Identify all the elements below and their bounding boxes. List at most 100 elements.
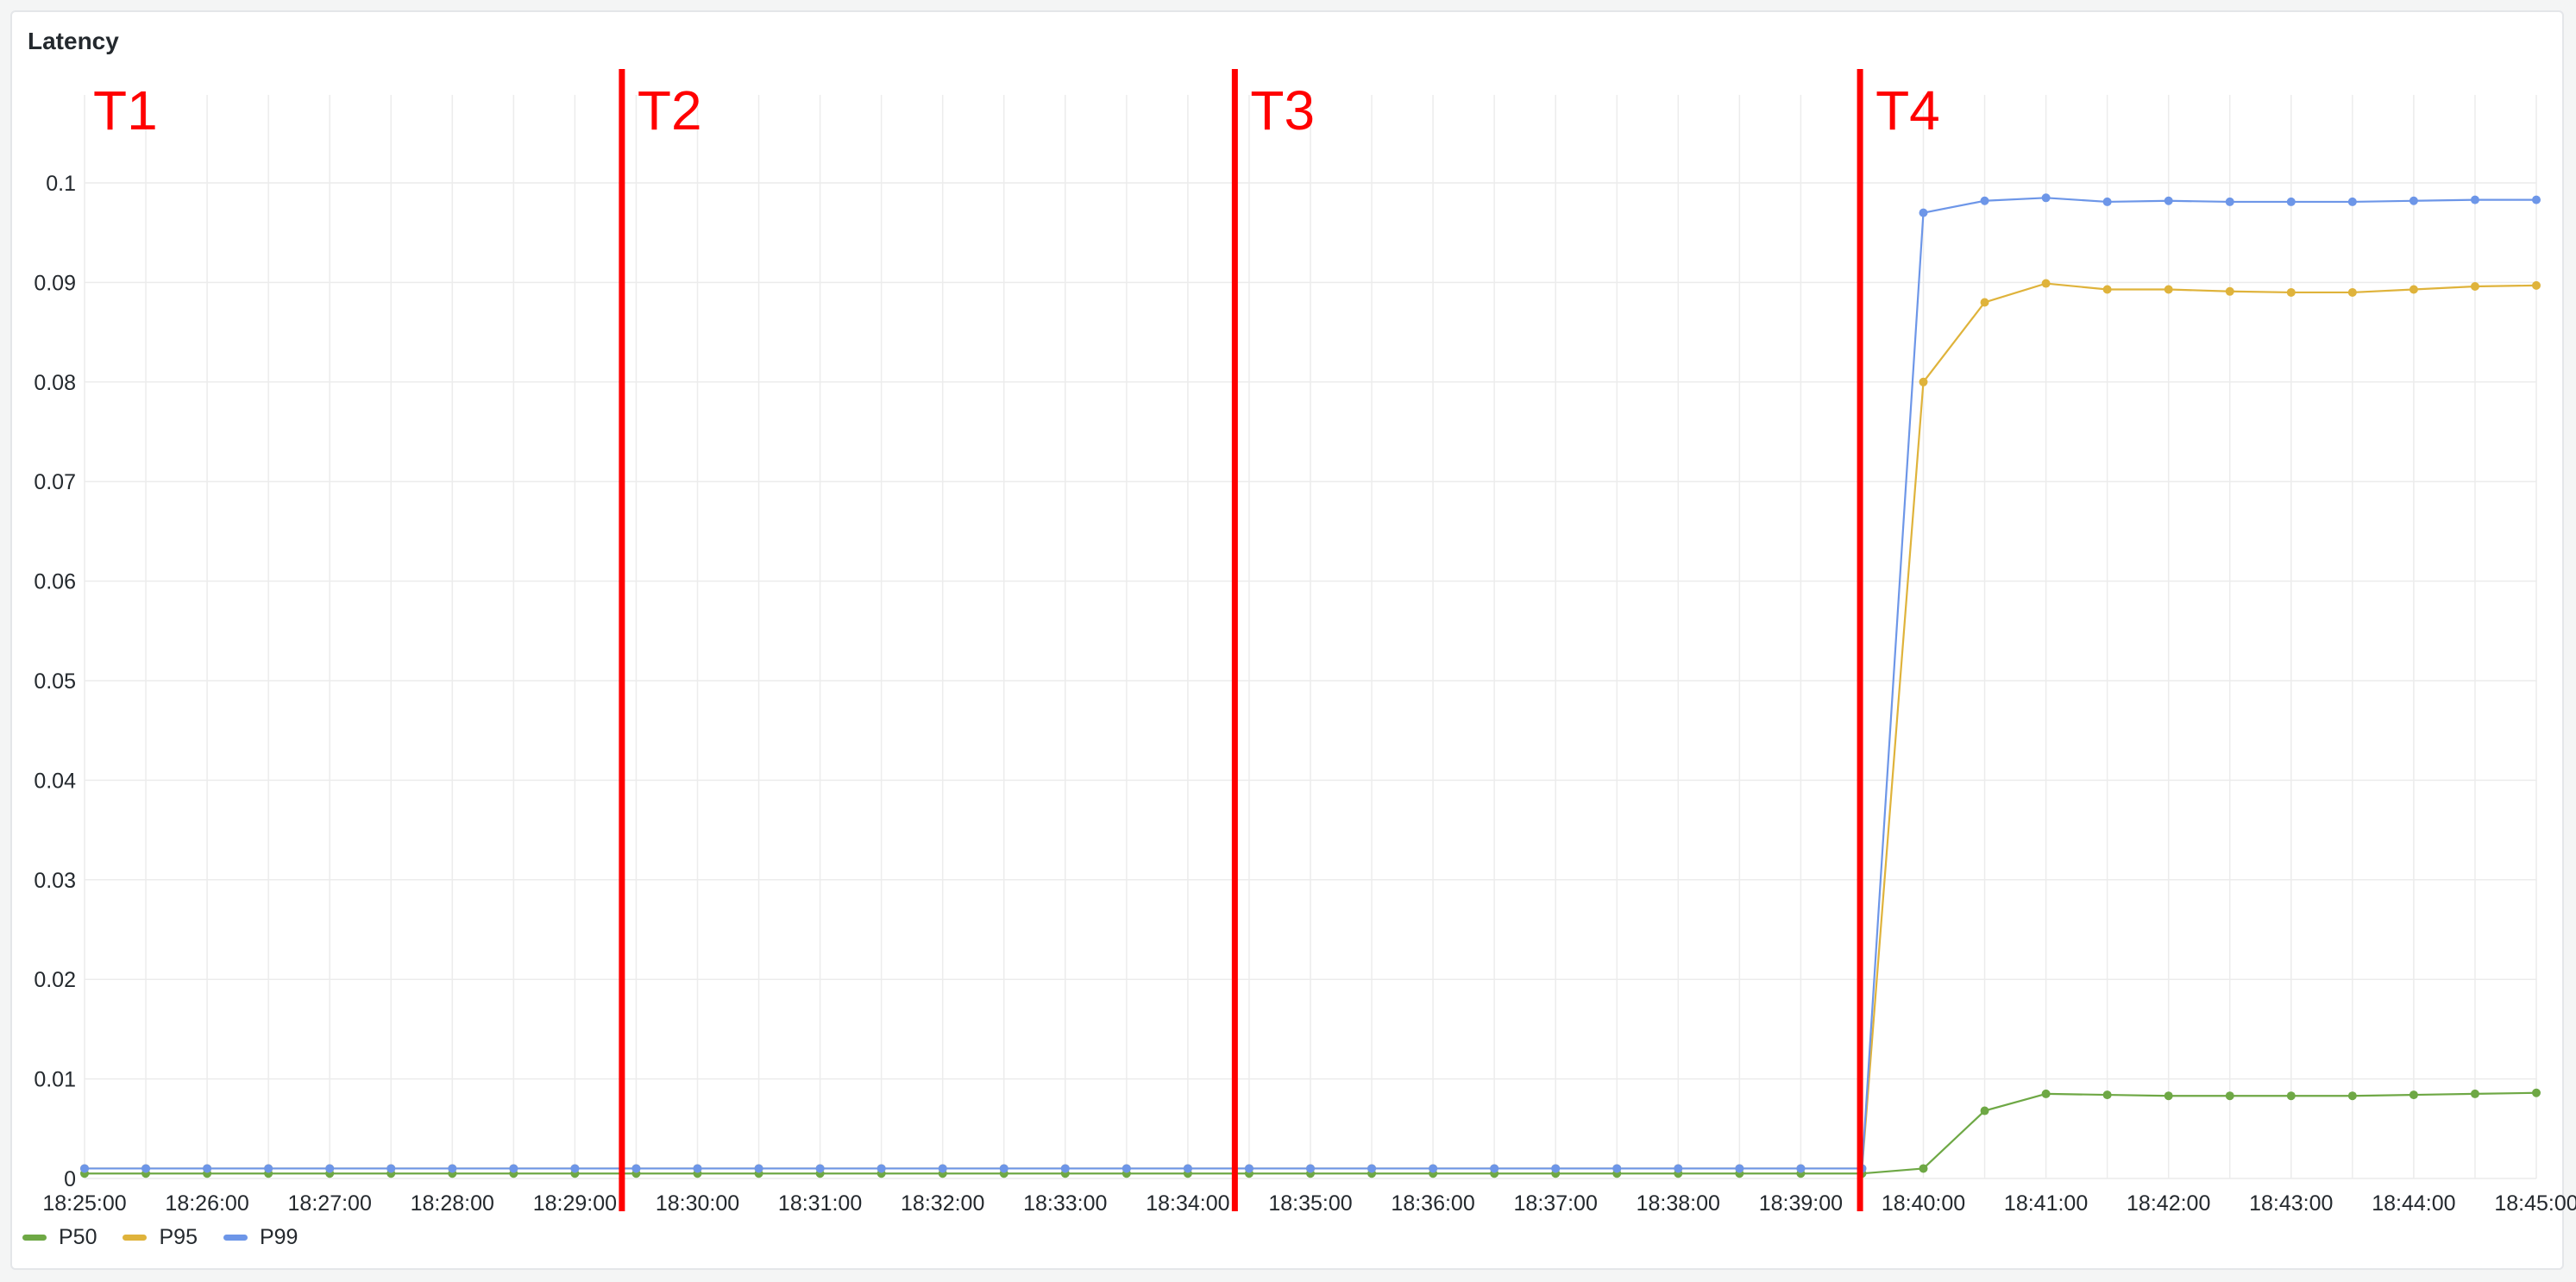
data-point-p95	[2532, 280, 2541, 290]
marker-label-t2: T2	[638, 79, 702, 141]
data-point-p99	[80, 1164, 89, 1173]
x-tick-label: 18:32:00	[901, 1191, 984, 1216]
data-point-p99	[141, 1164, 151, 1173]
data-point-p99	[203, 1164, 212, 1173]
x-tick-label: 18:28:00	[411, 1191, 494, 1216]
x-tick-label: 18:37:00	[1514, 1191, 1598, 1216]
data-point-p50	[2286, 1091, 2296, 1101]
data-point-p99	[2225, 197, 2234, 206]
data-point-p99	[1796, 1164, 1806, 1173]
x-tick-label: 18:29:00	[533, 1191, 617, 1216]
y-tick-label: 0.04	[34, 769, 76, 793]
data-point-p99	[1612, 1164, 1622, 1173]
legend-item-p95[interactable]: P95	[123, 1225, 198, 1250]
data-point-p99	[1244, 1164, 1253, 1173]
data-point-p99	[1674, 1164, 1683, 1173]
data-point-p50	[2041, 1089, 2051, 1098]
x-tick-label: 18:35:00	[1268, 1191, 1352, 1216]
data-point-p95	[2225, 286, 2234, 296]
data-point-p99	[2102, 197, 2112, 206]
x-tick-label: 18:30:00	[656, 1191, 739, 1216]
data-point-p99	[2532, 195, 2541, 204]
y-tick-label: 0.03	[34, 869, 76, 893]
panel-title: Latency	[28, 28, 119, 54]
x-tick-label: 18:45:00	[2494, 1191, 2576, 1216]
data-point-p99	[938, 1164, 947, 1173]
data-point-p99	[509, 1164, 518, 1173]
data-point-p95	[2041, 279, 2051, 288]
x-tick-label: 18:44:00	[2372, 1191, 2455, 1216]
data-point-p99	[1429, 1164, 1438, 1173]
data-point-p99	[999, 1164, 1008, 1173]
data-point-p50	[1919, 1164, 1928, 1173]
data-point-p99	[2347, 197, 2357, 206]
data-point-p95	[2347, 287, 2357, 297]
data-point-p99	[1183, 1164, 1192, 1173]
x-tick-label: 18:42:00	[2127, 1191, 2210, 1216]
data-point-p99	[815, 1164, 825, 1173]
data-point-p99	[1551, 1164, 1561, 1173]
data-point-p99	[325, 1164, 335, 1173]
legend-label: P95	[159, 1225, 198, 1249]
marker-label-t4: T4	[1875, 79, 1940, 141]
x-tick-label: 18:41:00	[2004, 1191, 2088, 1216]
data-point-p50	[2102, 1090, 2112, 1100]
x-tick-label: 18:33:00	[1023, 1191, 1107, 1216]
data-point-p99	[2286, 197, 2296, 206]
data-point-p99	[876, 1164, 886, 1173]
legend-swatch	[223, 1235, 248, 1241]
data-point-p50	[1980, 1106, 1989, 1115]
data-point-p99	[264, 1164, 273, 1173]
x-tick-label: 18:26:00	[165, 1191, 248, 1216]
marker-label-t1: T1	[93, 79, 158, 141]
y-tick-label: 0.09	[34, 271, 76, 295]
data-point-p99	[1490, 1164, 1499, 1173]
data-point-p95	[2286, 287, 2296, 297]
y-tick-label: 0.05	[34, 669, 76, 694]
data-point-p95	[2409, 285, 2418, 294]
data-point-p99	[2409, 196, 2418, 205]
data-point-p99	[1980, 196, 1989, 205]
legend-swatch	[22, 1235, 47, 1241]
data-point-p95	[2102, 285, 2112, 294]
y-tick-label: 0.07	[34, 470, 76, 494]
data-point-p50	[2470, 1089, 2479, 1098]
data-point-p50	[2347, 1091, 2357, 1101]
legend-item-p99[interactable]: P99	[223, 1225, 298, 1250]
legend-label: P50	[59, 1225, 97, 1249]
marker-label-t3: T3	[1250, 79, 1315, 141]
data-point-p99	[2041, 193, 2051, 203]
data-point-p50	[2409, 1090, 2418, 1100]
x-tick-label: 18:25:00	[42, 1191, 126, 1216]
data-point-p99	[386, 1164, 396, 1173]
x-tick-label: 18:40:00	[1882, 1191, 1965, 1216]
data-point-p95	[1919, 377, 1928, 386]
x-tick-label: 18:43:00	[2249, 1191, 2333, 1216]
data-point-p99	[2470, 195, 2479, 204]
data-point-p99	[754, 1164, 763, 1173]
data-point-p99	[1122, 1164, 1131, 1173]
data-point-p50	[2225, 1091, 2234, 1101]
data-point-p99	[570, 1164, 580, 1173]
data-point-p99	[1735, 1164, 1744, 1173]
chart-legend: P50 P95 P99	[22, 1225, 298, 1250]
x-tick-label: 18:39:00	[1759, 1191, 1843, 1216]
x-tick-label: 18:36:00	[1391, 1191, 1474, 1216]
data-point-p95	[1980, 298, 1989, 307]
x-tick-label: 18:38:00	[1637, 1191, 1720, 1216]
data-point-p99	[1367, 1164, 1377, 1173]
data-point-p50	[2164, 1091, 2173, 1101]
data-point-p95	[2470, 282, 2479, 292]
legend-label: P99	[259, 1225, 298, 1249]
data-point-p99	[693, 1164, 702, 1173]
data-point-p99	[631, 1164, 641, 1173]
data-point-p99	[2164, 196, 2173, 205]
x-tick-label: 18:27:00	[288, 1191, 372, 1216]
y-tick-label: 0.08	[34, 371, 76, 395]
legend-item-p50[interactable]: P50	[22, 1225, 97, 1250]
data-point-p99	[1060, 1164, 1070, 1173]
y-tick-label: 0.1	[46, 172, 76, 196]
x-tick-label: 18:31:00	[778, 1191, 862, 1216]
data-point-p50	[2532, 1088, 2541, 1097]
